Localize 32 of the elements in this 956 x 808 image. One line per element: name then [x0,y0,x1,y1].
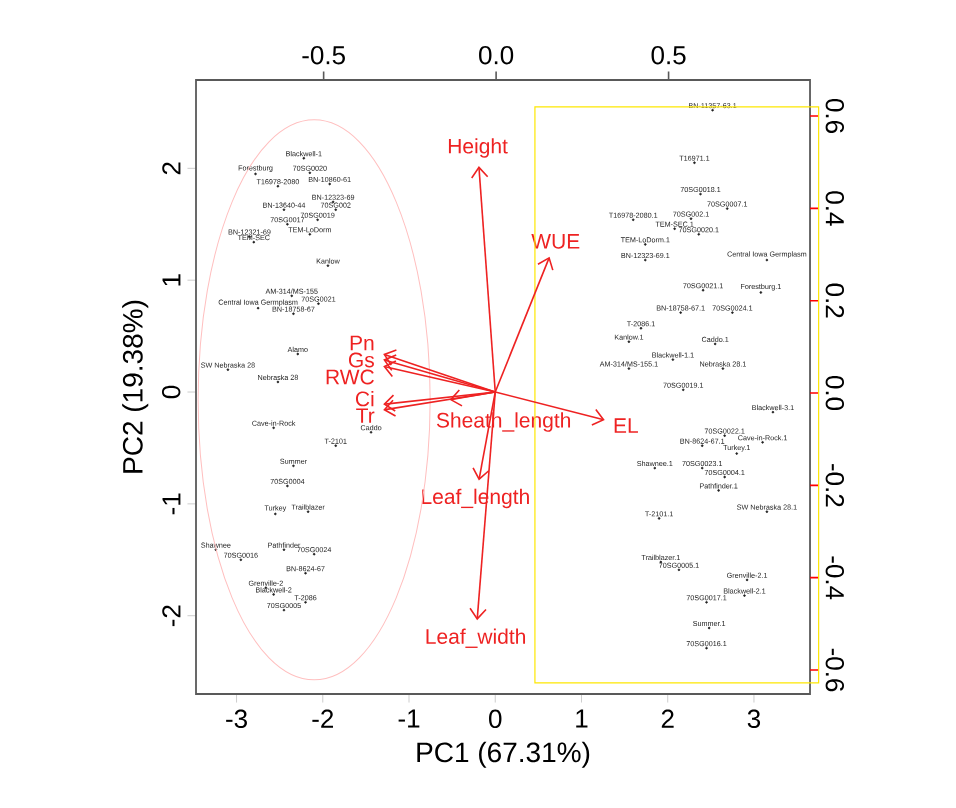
y-tick-label: 1 [162,274,181,286]
x2-tick-label: 0.0 [479,45,514,65]
y-tick-label: -2 [162,605,181,627]
y2-tick-label: 0.6 [825,98,845,133]
y2-tick-label: 0.0 [825,375,845,411]
x-tick-label: 1 [576,709,588,728]
y2-tick-label: -0.6 [825,648,845,692]
y-tick-label: -1 [162,493,181,515]
annotation: RWC [326,369,374,385]
annotation: Height [448,138,508,158]
annotation: Gs [348,352,374,368]
x2-tick-label: 0.5 [651,45,686,65]
annotation: Leaf_width [426,628,526,648]
y-tick-label: 0 [161,385,181,399]
x-tick-label: -3 [226,709,247,729]
x-tick-label: -1 [398,709,420,728]
x-tick-label: 2 [661,709,674,728]
x2-tick-label: -0.5 [302,45,345,65]
x-axis-title: PC1 (67.31%) [417,741,590,768]
annotation: EL [614,418,638,433]
y2-tick-label: -0.2 [825,464,845,507]
x-tick-label: 3 [747,709,761,729]
x-tick-label: -2 [312,709,334,728]
annotation: Ci [355,390,374,407]
annotation: Pn [350,335,374,351]
annotation: Tr [356,408,375,423]
y2-tick-label: 0.2 [825,283,845,318]
y-axis-title: PC2 (19.38%) [122,300,149,473]
y-tick-label: 2 [162,162,181,175]
y2-tick-label: 0.4 [825,191,845,226]
y2-tick-label: -0.4 [825,556,845,600]
x-tick-label: 0 [489,709,502,729]
